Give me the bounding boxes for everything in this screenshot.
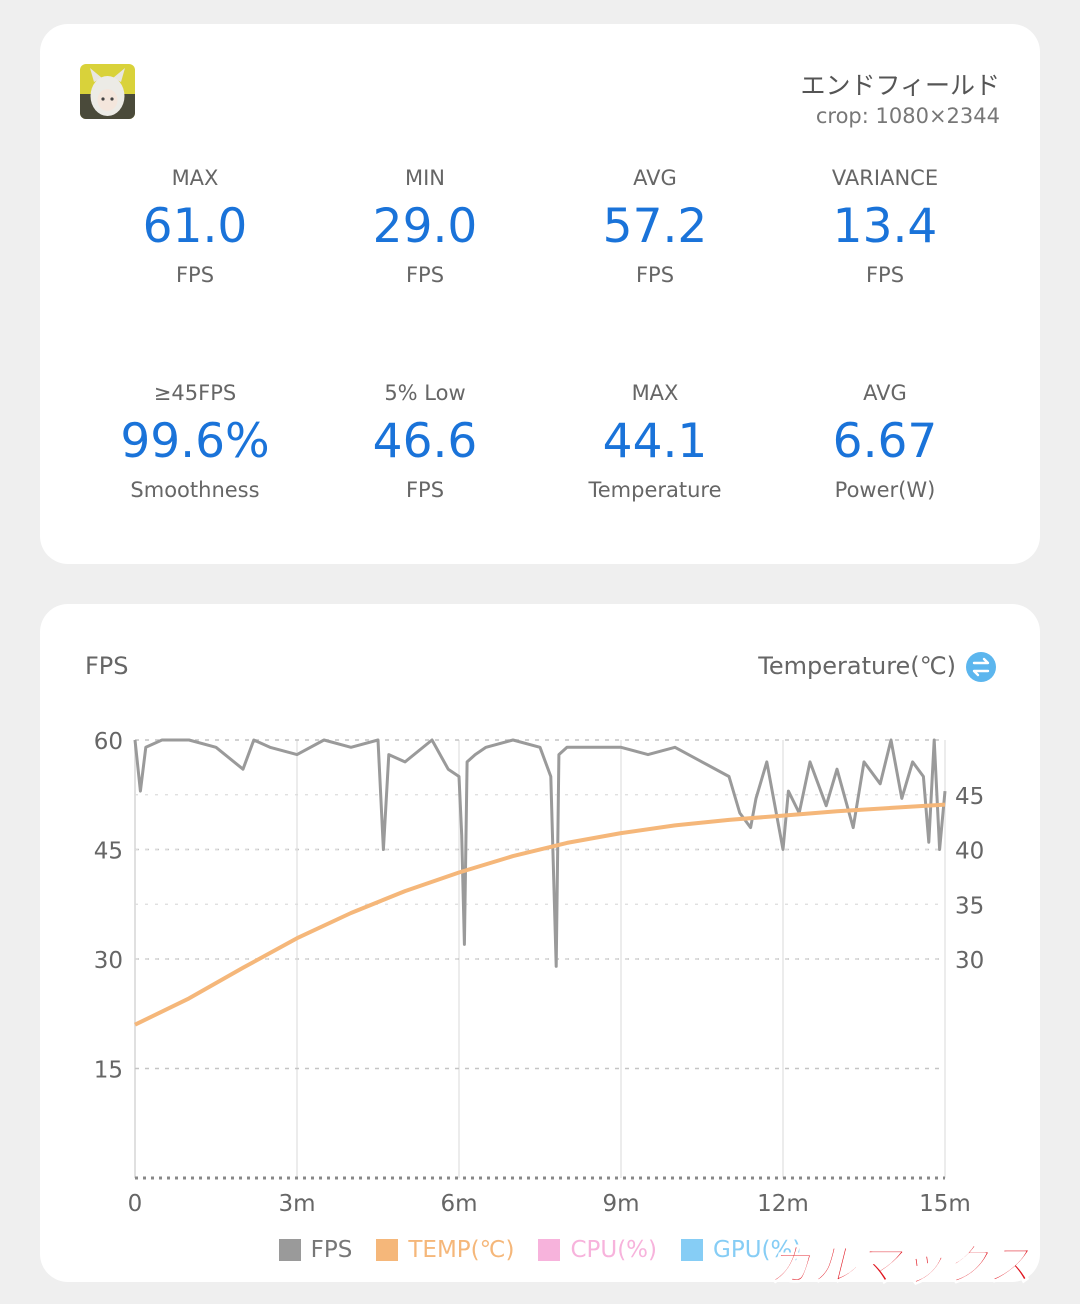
legend-swatch xyxy=(278,1239,301,1261)
stat-label: MIN xyxy=(404,166,446,190)
right-y-tick-label: 45 xyxy=(955,784,984,810)
right-y-tick-label: 30 xyxy=(955,948,984,974)
stat-value: 6.67 xyxy=(832,414,938,469)
x-tick-label: 9m xyxy=(602,1191,639,1217)
x-tick-label: 0 xyxy=(128,1191,143,1217)
left-y-tick-label: 15 xyxy=(94,1058,123,1084)
fps-temperature-chart: 0 3m 6m 9m 12m 15m 60 45 30 15 45 40 35 30 xyxy=(94,729,985,1217)
summary-card: エンドフィールド crop: 1080×2344 MAX 61.0 FPS MI… xyxy=(40,24,1040,564)
x-tick-label: 15m xyxy=(919,1191,971,1217)
left-y-tick-label: 60 xyxy=(94,729,123,755)
chart-left-axis-title: FPS xyxy=(85,652,129,680)
stat-avg-power: AVG 6.67 Power(W) xyxy=(770,379,1000,505)
svg-text:ガルマックス: ガルマックス xyxy=(769,1240,1032,1290)
stat-label: MAX xyxy=(631,381,679,405)
stat-max-temperature: MAX 44.1 Temperature xyxy=(540,379,770,505)
legend-item-fps[interactable]: FPS xyxy=(278,1237,353,1263)
stat-max-fps: MAX 61.0 FPS xyxy=(80,164,310,290)
x-tick-label: 6m xyxy=(440,1191,477,1217)
app-icon xyxy=(80,64,135,119)
legend-label: TEMP(℃) xyxy=(408,1237,515,1263)
stat-label: 5% Low xyxy=(384,381,466,405)
stat-unit: FPS xyxy=(865,263,905,287)
stat-value: 44.1 xyxy=(602,414,708,469)
stat-avg-fps: AVG 57.2 FPS xyxy=(540,164,770,290)
left-y-tick-label: 30 xyxy=(94,948,123,974)
stat-unit: Smoothness xyxy=(130,478,260,502)
legend-swatch xyxy=(681,1239,704,1261)
legend-swatch xyxy=(538,1239,561,1261)
stat-unit: FPS xyxy=(405,263,445,287)
game-title: エンドフィールド xyxy=(800,71,1000,100)
stat-min-fps: MIN 29.0 FPS xyxy=(310,164,540,290)
legend-item-gpu[interactable]: GPU(%) xyxy=(681,1237,801,1263)
stat-value: 13.4 xyxy=(832,199,938,254)
stat-value: 99.6% xyxy=(120,414,270,469)
stat-value: 46.6 xyxy=(372,414,478,469)
x-tick-label: 3m xyxy=(278,1191,315,1217)
series-line-temp xyxy=(134,802,946,1027)
right-y-tick-label: 40 xyxy=(955,839,984,865)
chart-right-axis-title: Temperature(℃) xyxy=(758,652,956,680)
stat-unit: Power(W) xyxy=(834,478,936,502)
chart-card: FPS Temperature(℃) 0 3m 6m 9m 12m 15m 60 45 30 15… xyxy=(40,604,1040,1282)
stat-label: AVG xyxy=(633,166,677,190)
stat-smoothness: ≥45FPS 99.6% Smoothness xyxy=(80,379,310,505)
watermark-logo: ガルマックス xyxy=(735,1238,1065,1292)
series-line-fps xyxy=(133,738,947,968)
stat-label: MAX xyxy=(171,166,219,190)
crop-resolution: crop: 1080×2344 xyxy=(815,104,1000,128)
left-y-tick-label: 45 xyxy=(94,839,123,865)
stat-5pct-low: 5% Low 46.6 FPS xyxy=(310,379,540,505)
x-tick-label: 12m xyxy=(757,1191,809,1217)
legend-swatch xyxy=(376,1239,399,1261)
swap-axis-icon[interactable] xyxy=(966,652,996,682)
stat-value: 57.2 xyxy=(602,199,708,254)
legend-item-temp[interactable]: TEMP(℃) xyxy=(376,1237,514,1263)
stat-value: 61.0 xyxy=(142,199,248,254)
chart-legend: FPS TEMP(℃) CPU(%) GPU(%) xyxy=(40,1234,1040,1266)
legend-label: GPU(%) xyxy=(713,1237,802,1263)
legend-label: CPU(%) xyxy=(570,1237,658,1263)
stat-value: 29.0 xyxy=(372,199,478,254)
stat-unit: FPS xyxy=(175,263,215,287)
stat-label: ≥45FPS xyxy=(153,381,237,405)
stat-label: VARIANCE xyxy=(831,166,939,190)
legend-item-cpu[interactable]: CPU(%) xyxy=(538,1237,657,1263)
legend-label: FPS xyxy=(310,1237,353,1263)
stat-variance: VARIANCE 13.4 FPS xyxy=(770,164,1000,290)
right-y-tick-label: 35 xyxy=(955,893,984,919)
stat-unit: FPS xyxy=(635,263,675,287)
stat-label: AVG xyxy=(863,381,907,405)
stat-unit: FPS xyxy=(405,478,445,502)
stat-unit: Temperature xyxy=(588,478,722,502)
